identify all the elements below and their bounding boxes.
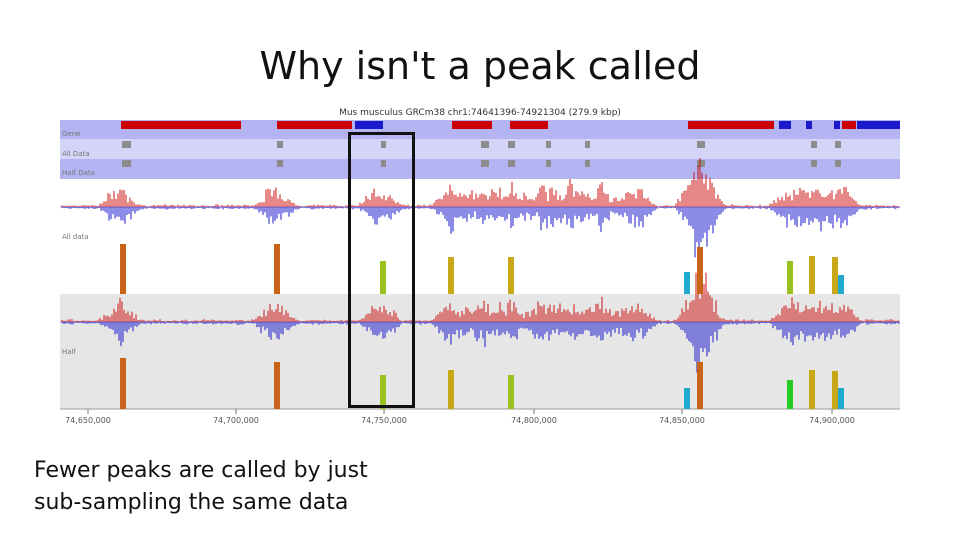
peak-score-bar [832, 257, 838, 294]
gene-feature [834, 121, 840, 129]
track-label-half-data: Half Data [62, 169, 95, 177]
all-data-peak-mark [697, 141, 705, 148]
half-data-peak-mark [835, 160, 841, 167]
peak-score-bar [809, 370, 815, 409]
peak-score-bar [697, 247, 703, 294]
all-data-track-band [60, 139, 900, 159]
peak-score-bar [120, 358, 126, 409]
track-label-all-data: All Data [62, 150, 90, 158]
peak-score-bar [274, 244, 280, 294]
gene-feature [510, 121, 548, 129]
track-label-all-signal: All data [62, 233, 89, 241]
all-data-peak-mark [277, 141, 283, 148]
peak-score-bar [448, 257, 454, 294]
peak-score-bar [809, 256, 815, 294]
all-data-peak-mark [481, 141, 489, 148]
track-label-genes: Gene [62, 130, 81, 138]
axis-tick-label: 74,800,000 [511, 416, 557, 425]
track-label-half-signal: Half [62, 348, 76, 356]
gene-feature [806, 121, 812, 129]
header-band [60, 107, 900, 119]
highlight-box [348, 132, 415, 408]
peak-score-bar [832, 371, 838, 409]
gene-feature [688, 121, 774, 129]
genome-browser-canvas [60, 107, 900, 414]
all-data-peak-mark [811, 141, 817, 148]
all-data-peak-mark [508, 141, 515, 148]
peak-score-bar [120, 244, 126, 294]
half-data-peak-mark [508, 160, 515, 167]
gene-feature [355, 121, 383, 129]
half-data-track-band [60, 159, 900, 179]
half-data-peak-mark [811, 160, 817, 167]
peak-score-bar [448, 370, 454, 409]
gene-feature [277, 121, 352, 129]
peak-score-bar [380, 261, 386, 294]
peak-score-bar [684, 272, 690, 294]
axis-tick-label: 74,700,000 [213, 416, 259, 425]
peak-score-bar [684, 388, 690, 409]
peak-score-bar [697, 362, 703, 409]
gene-feature [842, 121, 856, 129]
all-data-peak-mark [585, 141, 590, 148]
axis-tick-label: 74,750,000 [361, 416, 407, 425]
peak-score-bar [380, 375, 386, 409]
half-data-peak-mark [585, 160, 590, 167]
half-data-peak-mark [277, 160, 283, 167]
all-data-peak-mark [835, 141, 841, 148]
gene-feature [121, 121, 241, 129]
caption-line: Fewer peaks are called by just [34, 458, 368, 483]
axis-tick-label: 74,900,000 [809, 416, 855, 425]
peak-score-bar [274, 362, 280, 409]
caption-line: sub-sampling the same data [34, 490, 349, 515]
peak-score-bar [838, 275, 844, 294]
genome-browser: Mus musculus GRCm38 chr1:74641396-749213… [60, 107, 900, 425]
half-data-peak-mark [122, 160, 131, 167]
half-data-peak-mark [381, 160, 386, 167]
peak-score-bar [508, 375, 514, 409]
peak-score-bar [838, 388, 844, 409]
axis-tick-label: 74,850,000 [659, 416, 705, 425]
all-data-peak-mark [381, 141, 386, 148]
gene-feature [452, 121, 492, 129]
half-data-peak-mark [697, 160, 705, 167]
peak-score-bar [787, 380, 793, 409]
slide-title: Why isn't a peak called [259, 44, 701, 88]
peak-score-bar [787, 261, 793, 294]
gene-feature [857, 121, 900, 129]
all-data-peak-mark [122, 141, 131, 148]
axis-tick-label: 74,650,000 [65, 416, 111, 425]
browser-location-header: Mus musculus GRCm38 chr1:74641396-749213… [339, 108, 621, 118]
slide-caption: Fewer peaks are called by just sub-sampl… [34, 455, 368, 519]
half-data-peak-mark [546, 160, 551, 167]
peak-score-bar [508, 257, 514, 294]
gene-feature [779, 121, 791, 129]
half-data-peak-mark [481, 160, 489, 167]
all-data-peak-mark [546, 141, 551, 148]
